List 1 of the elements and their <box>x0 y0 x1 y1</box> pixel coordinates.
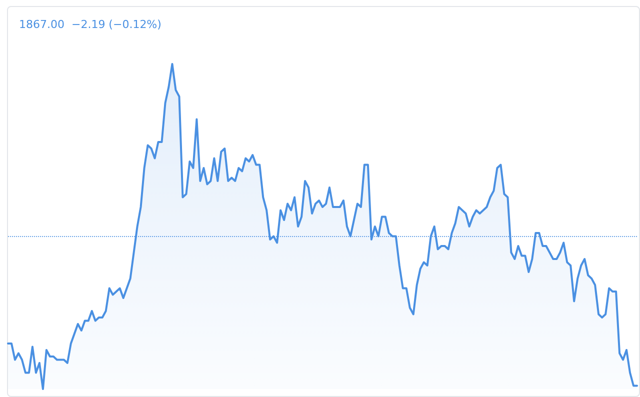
text: 1867.00 −2.19 (−0.12%) <box>19 18 162 31</box>
